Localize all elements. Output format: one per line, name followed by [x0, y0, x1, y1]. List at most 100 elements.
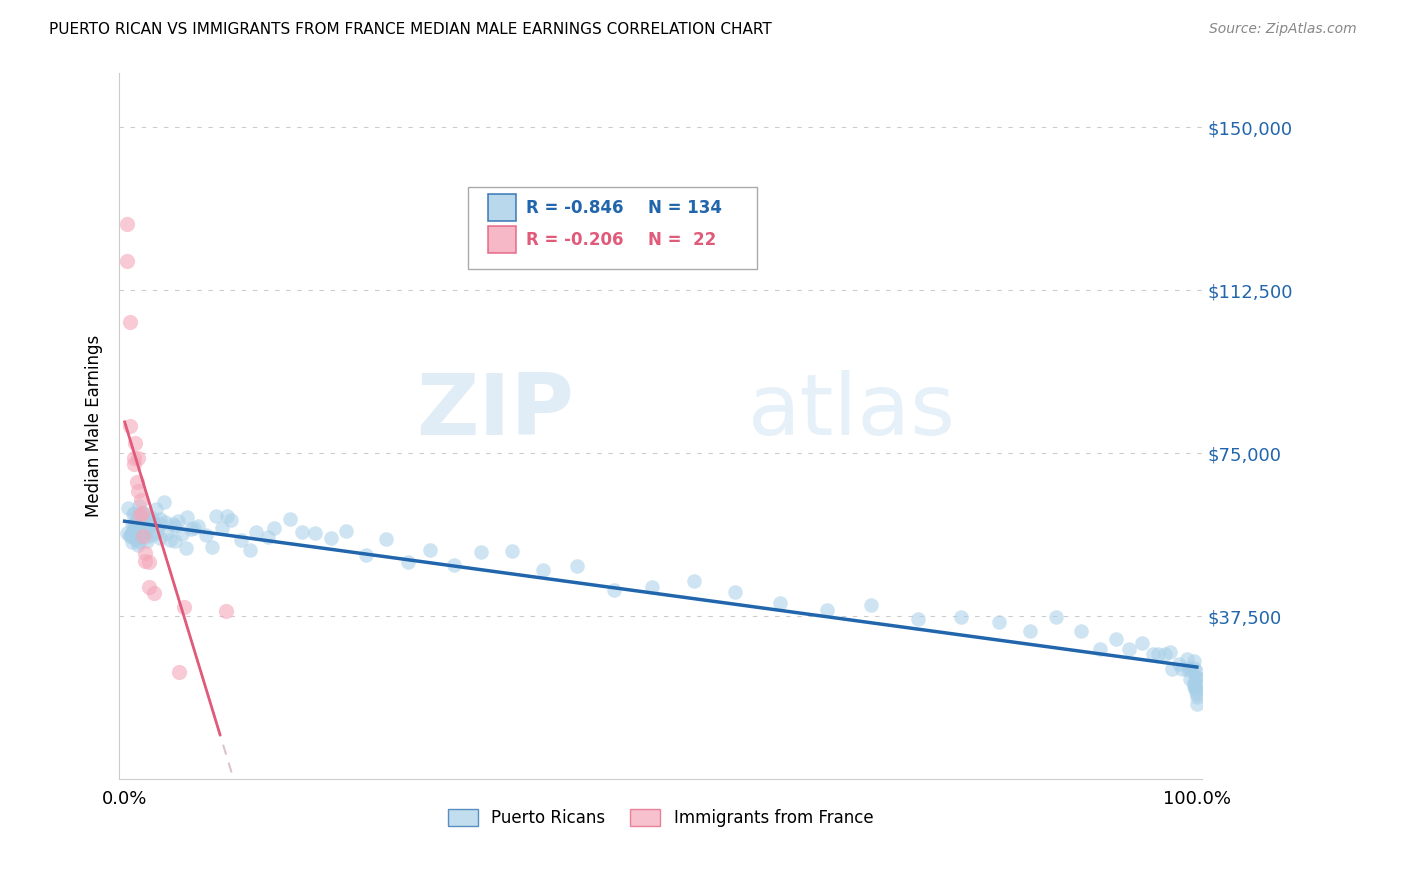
Text: R = -0.846: R = -0.846 — [526, 199, 623, 217]
Point — [1147, 647, 1170, 661]
Point — [131, 514, 153, 528]
Point — [565, 558, 588, 573]
Point — [145, 502, 167, 516]
Point — [136, 534, 159, 549]
Point — [134, 546, 156, 560]
Point — [1045, 610, 1067, 624]
Point — [211, 521, 233, 535]
Point — [263, 521, 285, 535]
Point — [134, 516, 156, 531]
Point — [1185, 671, 1208, 685]
Point — [1185, 685, 1208, 699]
Point — [950, 609, 973, 624]
Point — [132, 512, 155, 526]
Point — [167, 514, 190, 528]
Point — [187, 519, 209, 533]
Point — [1070, 624, 1092, 639]
Point — [118, 315, 141, 329]
Point — [1142, 647, 1164, 661]
Point — [124, 518, 146, 533]
Point — [291, 524, 314, 539]
Point — [121, 527, 143, 541]
Point — [127, 450, 149, 465]
Point — [132, 529, 155, 543]
Point — [1182, 654, 1205, 668]
Point — [304, 525, 326, 540]
Point — [1187, 690, 1209, 704]
Point — [121, 517, 143, 532]
Point — [641, 580, 664, 594]
Point — [724, 584, 747, 599]
Point — [1184, 680, 1206, 694]
Point — [1171, 662, 1194, 676]
Point — [174, 541, 197, 555]
Point — [122, 506, 145, 520]
Point — [1184, 670, 1206, 684]
Point — [470, 545, 492, 559]
Point — [122, 518, 145, 533]
Point — [142, 515, 165, 529]
Point — [131, 521, 153, 535]
Point — [1159, 645, 1181, 659]
Point — [1167, 657, 1189, 671]
Legend: Puerto Ricans, Immigrants from France: Puerto Ricans, Immigrants from France — [441, 803, 880, 834]
Point — [131, 506, 153, 520]
Point — [128, 499, 150, 513]
Point — [815, 603, 838, 617]
Point — [319, 531, 342, 545]
Point — [215, 604, 238, 618]
Point — [124, 523, 146, 537]
Point — [132, 506, 155, 520]
Point — [165, 518, 187, 533]
Point — [167, 665, 190, 679]
Point — [907, 611, 929, 625]
Text: PUERTO RICAN VS IMMIGRANTS FROM FRANCE MEDIAN MALE EARNINGS CORRELATION CHART: PUERTO RICAN VS IMMIGRANTS FROM FRANCE M… — [49, 22, 772, 37]
Point — [1175, 652, 1198, 666]
Point — [138, 555, 160, 569]
Point — [683, 574, 706, 588]
Point — [142, 517, 165, 532]
Point — [156, 525, 179, 540]
Point — [245, 525, 267, 540]
Point — [419, 543, 441, 558]
Point — [239, 543, 262, 558]
Point — [396, 555, 419, 569]
Point — [1182, 675, 1205, 690]
Point — [1104, 632, 1126, 646]
Point — [1118, 641, 1140, 656]
Point — [1184, 680, 1206, 694]
Y-axis label: Median Male Earnings: Median Male Earnings — [86, 334, 103, 517]
Point — [170, 527, 193, 541]
Point — [118, 529, 141, 543]
Point — [860, 598, 883, 612]
Point — [141, 511, 163, 525]
Point — [134, 524, 156, 539]
Point — [1185, 664, 1208, 678]
Point — [278, 512, 301, 526]
Point — [149, 512, 172, 526]
Text: R = -0.206: R = -0.206 — [526, 231, 623, 249]
Point — [134, 554, 156, 568]
Point — [183, 521, 205, 535]
Point — [125, 514, 148, 528]
Point — [120, 528, 142, 542]
Point — [215, 508, 238, 523]
Point — [987, 615, 1010, 630]
Point — [173, 599, 195, 614]
Point — [1161, 662, 1184, 676]
Point — [142, 586, 165, 600]
Point — [374, 533, 396, 547]
Point — [120, 418, 142, 433]
Point — [201, 541, 224, 555]
Point — [125, 508, 148, 523]
Point — [1187, 671, 1209, 685]
Point — [115, 253, 138, 268]
Point — [128, 524, 150, 538]
Point — [141, 527, 163, 541]
Point — [129, 493, 152, 508]
Point — [152, 495, 174, 509]
Point — [125, 475, 148, 489]
Point — [162, 516, 184, 531]
Point — [127, 484, 149, 499]
Point — [128, 508, 150, 522]
